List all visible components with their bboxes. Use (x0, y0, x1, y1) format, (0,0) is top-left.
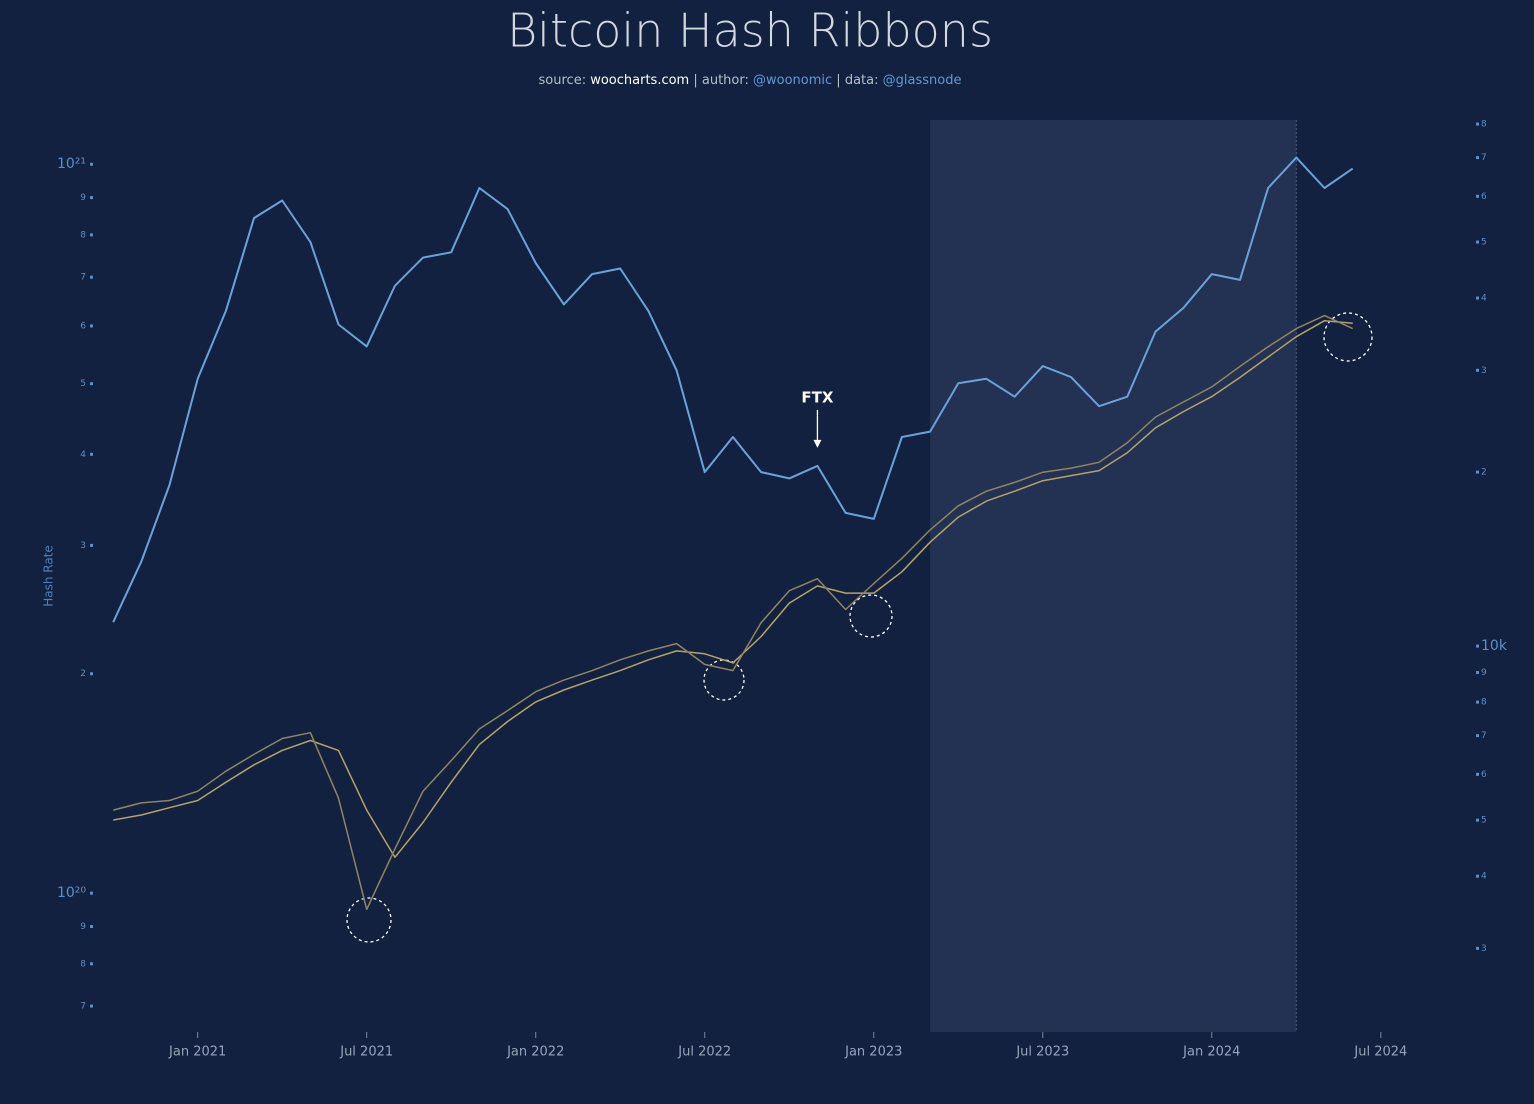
y-tick-label: 6 (80, 321, 86, 331)
y2-tick-mark (1476, 194, 1479, 198)
shade-layer (930, 120, 1297, 1032)
y-tick-mark (90, 196, 93, 200)
y-tick-label: 7 (80, 273, 86, 283)
y2-tick-mark (1476, 700, 1479, 704)
y2-tick-label: 9 (1481, 668, 1487, 678)
y-tick-label: 8 (80, 959, 86, 969)
y2-tick-label: 5 (1481, 816, 1487, 826)
annotation-label: FTX (801, 388, 833, 406)
y-tick-mark (90, 672, 93, 676)
y2-tick-mark (1476, 818, 1479, 822)
y2-tick-mark (1476, 874, 1479, 878)
y2-tick-label: 8 (1481, 120, 1487, 130)
x-tick-label: Jul 2022 (677, 1045, 731, 1060)
y-tick-mark (90, 324, 93, 328)
y-tick-label: 3 (80, 541, 86, 551)
y2-tick-label: 6 (1481, 192, 1487, 202)
y-tick-mark (90, 162, 93, 166)
highlight-circles (346, 312, 1373, 943)
y2-tick-label: 7 (1481, 731, 1487, 741)
y-tick-label: 5 (80, 379, 86, 389)
y-tick-mark (90, 233, 93, 237)
y2-tick-label: 10k (1481, 638, 1508, 654)
y-tick-mark (90, 891, 93, 895)
y2-tick-label: 5 (1481, 238, 1487, 248)
x-tick-label: Jan 2022 (506, 1045, 564, 1060)
y2-tick-label: 8 (1481, 698, 1487, 708)
y-tick-mark (90, 962, 93, 966)
y2-tick-mark (1476, 772, 1479, 776)
subtitle-link[interactable]: @woonomic (753, 73, 832, 88)
y2-tick-label: 2 (1481, 468, 1487, 478)
y2-tick-label: 6 (1481, 770, 1487, 780)
y2-tick-mark (1476, 240, 1479, 244)
x-tick-label: Jan 2024 (1182, 1045, 1240, 1060)
shaded-range (930, 120, 1297, 1032)
y2-tick-label: 3 (1481, 366, 1487, 376)
price-line (112, 156, 1354, 623)
y-tick-mark (90, 925, 93, 929)
y2-tick-label: 4 (1481, 872, 1487, 882)
y2-tick-mark (1476, 296, 1479, 300)
y-axis-label: Hash Rate (42, 545, 56, 607)
y-tick-mark (90, 1004, 93, 1008)
y2-tick-label: 4 (1481, 294, 1487, 304)
x-tick-label: Jul 2024 (1353, 1045, 1407, 1060)
chart-title: Bitcoin Hash Ribbons (507, 4, 993, 58)
x-tick-label: Jul 2021 (339, 1045, 393, 1060)
y-tick-mark (90, 275, 93, 279)
y2-tick-mark (1476, 470, 1479, 474)
subtitle: source: woocharts.com | author: @woonomi… (539, 73, 962, 88)
y-tick-label: 9 (80, 193, 86, 203)
y2-tick-mark (1476, 946, 1479, 950)
subtitle-part: source: (539, 73, 591, 88)
highlight-circle (703, 659, 745, 701)
highlight-circle (849, 594, 893, 638)
y-tick-label: 9 (80, 922, 86, 932)
highlight-circle (346, 897, 392, 943)
subtitle-link[interactable]: woocharts.com (590, 73, 689, 88)
y-tick-label: 10²¹ (57, 156, 86, 172)
y2-tick-mark (1476, 122, 1479, 126)
ribbon-line (113, 319, 1353, 859)
ribbon-line (113, 314, 1354, 911)
y-tick-mark (90, 543, 93, 547)
y2-tick-label: 7 (1481, 153, 1487, 163)
y2-tick-mark (1476, 734, 1479, 738)
y2-tick-label: 3 (1481, 944, 1487, 954)
highlight-circle (1323, 312, 1373, 362)
y2-tick-mark (1476, 368, 1479, 372)
y-tick-mark (90, 452, 93, 456)
y2-tick-mark (1476, 156, 1479, 160)
x-tick-label: Jul 2023 (1015, 1045, 1069, 1060)
y2-tick-mark (1476, 671, 1479, 675)
subtitle-part: | author: (689, 73, 753, 88)
x-tick-label: Jan 2021 (168, 1045, 226, 1060)
subtitle-link[interactable]: @glassnode (883, 73, 962, 88)
y-tick-label: 4 (80, 450, 86, 460)
y-tick-label: 10²⁰ (57, 885, 86, 901)
y-tick-label: 8 (80, 230, 86, 240)
y-tick-label: 2 (80, 669, 86, 679)
y-tick-mark (90, 382, 93, 386)
y-tick-label: 7 (80, 1002, 86, 1012)
subtitle-part: | data: (832, 73, 882, 88)
x-tick-label: Jan 2023 (844, 1045, 902, 1060)
annotation-arrowhead (813, 439, 822, 448)
y2-tick-mark (1476, 644, 1479, 648)
